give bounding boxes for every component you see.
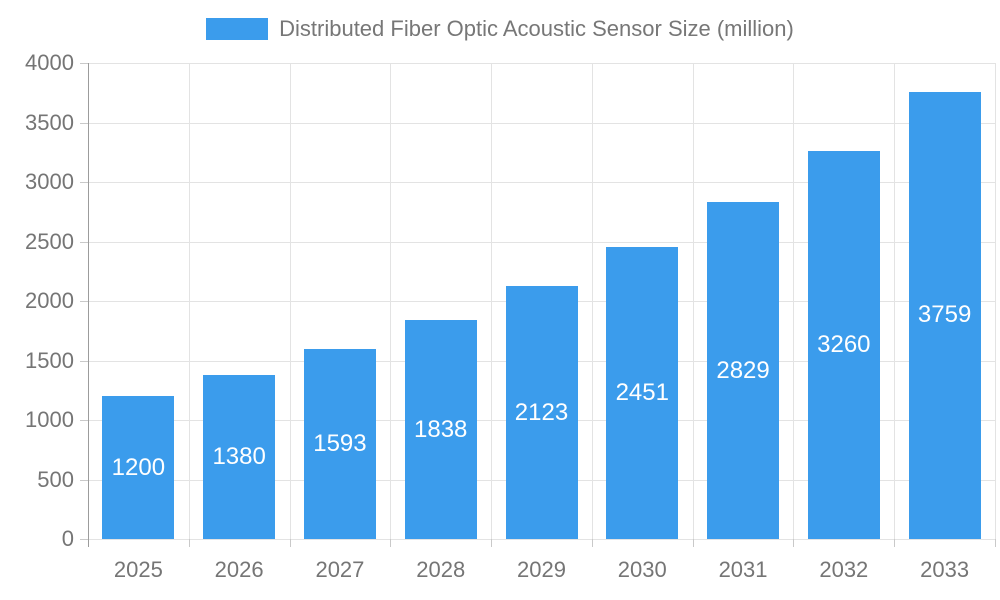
bar: 1200	[102, 396, 175, 539]
gridline-horizontal	[88, 182, 995, 183]
y-axis-tick	[80, 241, 88, 243]
x-axis-tick	[188, 539, 190, 547]
y-axis-tick-label: 0	[61, 526, 74, 551]
y-axis-tick	[80, 420, 88, 421]
x-axis-tick	[692, 539, 694, 547]
gridline-vertical	[188, 63, 190, 539]
y-axis-tick	[80, 479, 88, 481]
x-axis-tick	[894, 539, 896, 547]
x-axis-tick-label: 2032	[819, 557, 869, 582]
bar: 2123	[505, 286, 578, 539]
bar-value-label: 3759	[917, 301, 972, 329]
y-axis-tick	[80, 122, 88, 124]
x-axis-tick	[390, 539, 392, 547]
x-axis-tick-label: 2031	[718, 557, 768, 582]
y-axis-tick	[80, 301, 88, 302]
bar: 2829	[707, 202, 780, 539]
x-axis-tick-label: 2028	[416, 557, 466, 582]
bar-value-label: 3260	[817, 331, 871, 359]
y-axis-tick	[80, 360, 88, 362]
gridline-vertical	[390, 63, 392, 539]
x-axis-tick	[289, 539, 291, 547]
bar-value-label: 1593	[313, 430, 367, 458]
x-axis-tick	[793, 539, 795, 547]
bar-value-label: 2829	[716, 356, 770, 384]
bar-value-label: 1200	[111, 453, 166, 481]
bar-value-label: 1838	[414, 415, 468, 443]
x-axis-tick	[491, 539, 493, 547]
y-axis-tick-label: 2500	[25, 228, 74, 254]
bar: 2451	[606, 247, 679, 539]
gridline-vertical	[289, 63, 291, 539]
gridline-vertical	[995, 63, 996, 539]
gridline-vertical	[692, 63, 694, 539]
y-axis-tick-label: 1500	[25, 347, 74, 373]
bar: 1593	[303, 349, 376, 539]
gridline-vertical	[591, 63, 593, 539]
legend-swatch	[206, 18, 269, 40]
y-axis-tick-label: 1000	[25, 407, 74, 432]
x-axis-tick-label: 2026	[214, 557, 264, 582]
y-axis-tick	[80, 182, 88, 183]
gridline-vertical	[793, 63, 795, 539]
x-axis-tick-label: 2033	[920, 557, 970, 582]
y-axis-tick-label: 500	[37, 466, 74, 492]
y-axis-tick-label: 2000	[25, 288, 74, 313]
bar: 1838	[404, 320, 477, 539]
y-axis-tick-label: 3000	[25, 169, 74, 194]
y-axis-tick	[80, 63, 88, 64]
x-axis-tick-label: 2030	[617, 557, 667, 582]
bar: 3260	[807, 151, 880, 539]
bar-value-label: 2123	[514, 398, 569, 426]
y-axis-tick	[80, 539, 88, 540]
y-axis-line	[88, 63, 89, 547]
x-axis-tick-label: 2027	[315, 557, 365, 582]
bar-value-label: 2451	[615, 379, 669, 407]
bar: 1380	[203, 374, 276, 539]
y-axis-tick-label: 3500	[25, 109, 74, 135]
gridline-horizontal	[88, 122, 995, 124]
bar: 3759	[908, 91, 981, 539]
x-axis-tick	[995, 539, 996, 547]
x-axis-tick	[591, 539, 593, 547]
gridline-horizontal	[88, 63, 995, 64]
bar-value-label: 1380	[212, 442, 266, 470]
x-axis-tick-label: 2025	[113, 557, 163, 582]
gridline-horizontal	[88, 539, 995, 540]
x-axis-tick-label: 2029	[517, 557, 566, 582]
y-axis-tick-label: 4000	[25, 50, 74, 75]
legend[interactable]: Distributed Fiber Optic Acoustic Sensor …	[0, 16, 1000, 42]
gridline-horizontal	[88, 241, 995, 243]
gridline-vertical	[491, 63, 493, 539]
gridline-vertical	[894, 63, 896, 539]
legend-label: Distributed Fiber Optic Acoustic Sensor …	[279, 16, 794, 41]
